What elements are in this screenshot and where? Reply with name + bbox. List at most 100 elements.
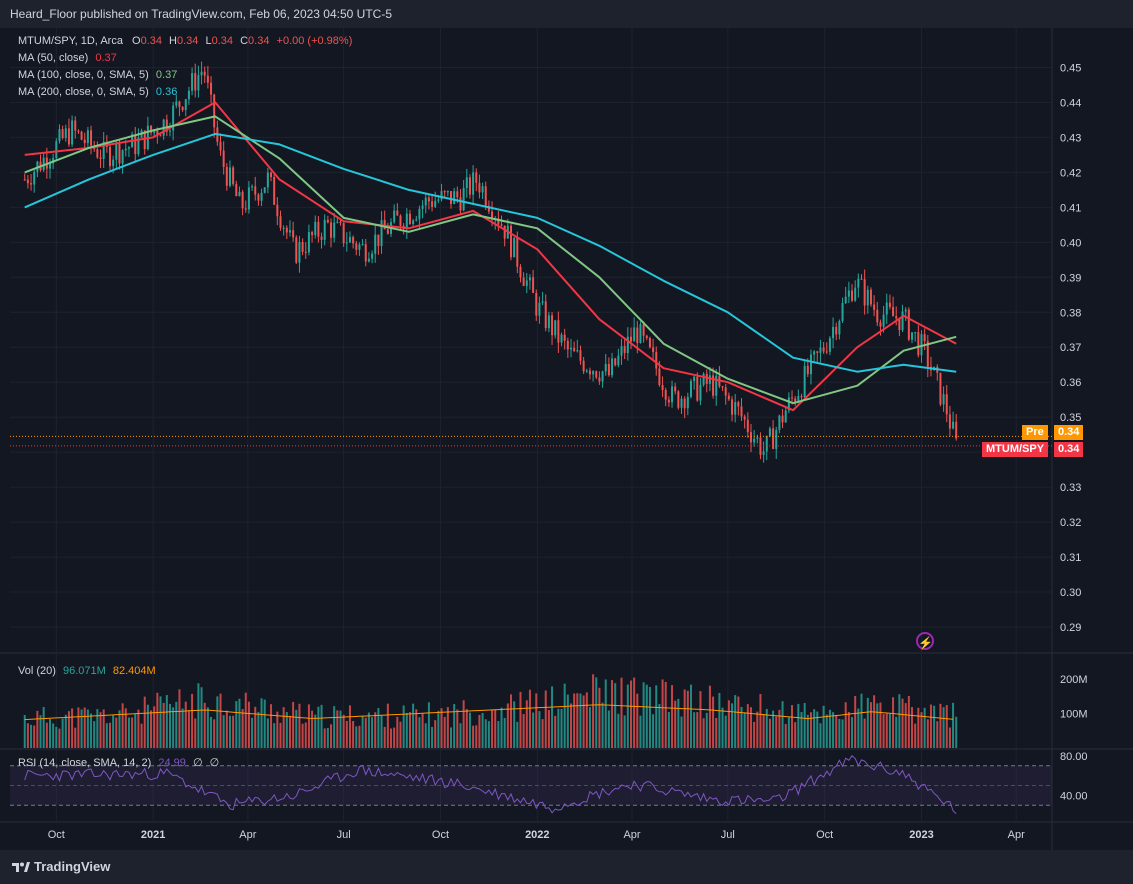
legend-vol-label: Vol (20) (18, 665, 56, 677)
volume-bar (832, 712, 835, 748)
volume-bar (134, 713, 137, 748)
candle-body (592, 371, 595, 375)
volume-bar (187, 710, 190, 748)
volume-bar (756, 711, 759, 748)
volume-bar (251, 717, 254, 748)
volume-bar (576, 693, 579, 748)
volume-bar (301, 723, 304, 748)
chart-area[interactable]: 0.45 0.44 0.43 0.42 0.41 0.40 0.39 0.38 0.37 0.36… (0, 28, 1133, 850)
candle-body (645, 335, 648, 339)
candle-body (686, 396, 689, 409)
candle-body (96, 149, 99, 158)
volume-bar (506, 703, 509, 748)
candle-body (658, 368, 661, 386)
volume-bar (257, 711, 260, 748)
candle-body (213, 94, 216, 128)
candle-body (794, 398, 797, 402)
volume-bar (33, 725, 36, 748)
volume-bar (143, 696, 146, 748)
volume-bar (415, 709, 418, 748)
y-tick-label: 0.29 (1060, 622, 1081, 634)
candle-body (456, 191, 459, 198)
volume-bar (895, 716, 898, 748)
volume-bar (99, 712, 102, 748)
candle-body (544, 301, 547, 329)
legend-l: 0.34 (211, 35, 234, 47)
tradingview-logo-icon[interactable] (12, 860, 30, 872)
candle-body (955, 421, 958, 439)
candle-body (876, 309, 879, 323)
chart-svg[interactable]: 0.45 0.44 0.43 0.42 0.41 0.40 0.39 0.38 0.37 0.36… (0, 28, 1133, 850)
candle-body (270, 172, 273, 177)
candle-body (601, 371, 604, 382)
candle-body (822, 347, 825, 352)
volume-bar (386, 703, 389, 748)
volume-bar (263, 699, 266, 748)
volume-bar (450, 727, 453, 748)
volume-bar (67, 711, 70, 748)
volume-bar (731, 703, 734, 748)
rsi-tick-label: 80.00 (1060, 751, 1088, 763)
candle-body (191, 73, 194, 91)
candle-body (841, 303, 844, 322)
volume-bar (58, 728, 61, 748)
volume-bar (162, 702, 165, 748)
candle-body (633, 327, 636, 342)
volume-bar (276, 711, 279, 748)
candle-body (948, 414, 951, 429)
y-tick-label: 0.37 (1060, 342, 1081, 354)
volume-bar (39, 715, 42, 748)
volume-bar (102, 709, 105, 748)
rsi-line (24, 755, 957, 815)
candle-body (358, 244, 361, 250)
y-tick-label: 0.32 (1060, 517, 1081, 529)
volume-bar (929, 704, 932, 748)
volume-bar (282, 707, 285, 748)
volume-bar (813, 709, 816, 748)
volume-bar (45, 722, 48, 748)
volume-bar (23, 715, 26, 748)
legend-symbol: MTUM/SPY, 1D, Arca (18, 35, 123, 47)
legend-vol-ma-value: 82.404M (112, 665, 156, 677)
candle-body (102, 141, 105, 159)
lightning-icon[interactable]: ⚡ (916, 632, 934, 650)
candle-body (828, 338, 831, 352)
volume-bar (225, 710, 228, 748)
candle-body (367, 258, 370, 262)
candle-body (273, 176, 276, 205)
candle-body (582, 360, 585, 372)
candle-body (500, 224, 503, 226)
volume-bar (418, 717, 421, 748)
legend-ma100-value: 0.37 (155, 69, 178, 81)
volume-bar (595, 677, 598, 748)
candle-body (446, 191, 449, 193)
legend-o: 0.34 (140, 35, 162, 47)
brand-label[interactable]: TradingView (34, 859, 111, 874)
volume-bar (168, 703, 171, 748)
candle-body (923, 334, 926, 342)
candle-body (222, 150, 225, 167)
candle-body (588, 370, 591, 375)
candle-body (528, 277, 531, 281)
header-bar: Heard_Floor published on TradingView.com… (0, 0, 1133, 28)
candle-body (800, 396, 803, 398)
pre-value-tag: 0.34 (1054, 425, 1084, 440)
volume-bar (307, 704, 310, 748)
legend-c-label: C (240, 35, 249, 47)
candle-body (835, 326, 838, 335)
volume-bar (484, 719, 487, 748)
volume-bar (383, 726, 386, 748)
x-tick-label: 2023 (909, 829, 933, 841)
volume-bar (841, 719, 844, 748)
volume-bar (794, 722, 797, 748)
volume-bar (781, 701, 784, 748)
volume-bar (462, 700, 465, 748)
volume-bar (478, 714, 481, 748)
candle-body (80, 131, 83, 140)
volume-bar (304, 722, 307, 748)
candle-body (314, 221, 317, 236)
volume-bar (655, 685, 658, 748)
volume-bar (494, 709, 497, 748)
legend-symbol-row: MTUM/SPY, 1D, Arca O0.34 H0.34 L0.34 C0.… (18, 35, 352, 47)
volume-bar (247, 701, 250, 748)
